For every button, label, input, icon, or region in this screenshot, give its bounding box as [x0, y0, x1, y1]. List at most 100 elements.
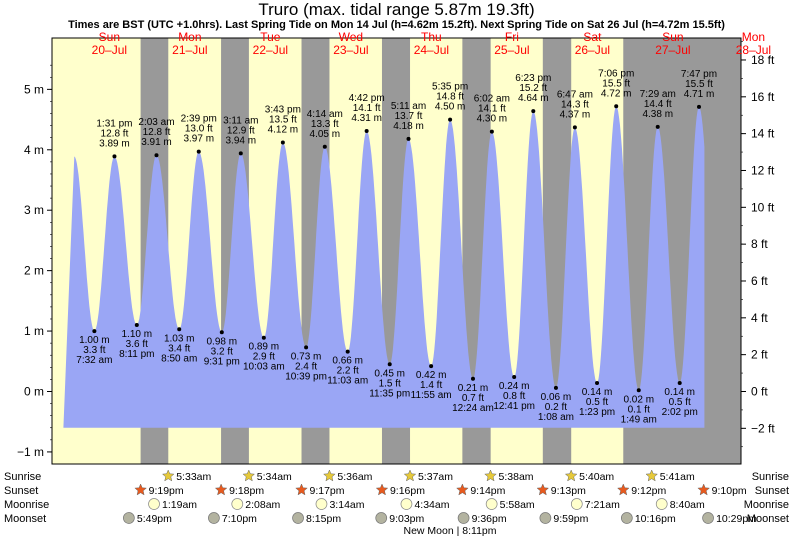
tide-label-m: 0.89 m [249, 342, 280, 353]
tide-point [470, 376, 475, 381]
sunrise-time: 5:37am [418, 471, 453, 483]
tide-label-ft: 0.1 ft [628, 404, 650, 415]
y-left-tick-label: 3 m [24, 203, 44, 217]
moonset-time: 10:16pm [635, 513, 676, 525]
moonrise-time: 7:21am [585, 499, 620, 511]
tide-label-m: 4.30 m [477, 114, 508, 125]
sunrise-time: 5:36am [337, 471, 372, 483]
tide-point [345, 349, 350, 354]
tide-label-m: 1.10 m [122, 329, 153, 340]
sunset-time: 9:13pm [551, 485, 586, 497]
tide-point [636, 388, 641, 393]
tide-point [322, 144, 327, 149]
moonset-time: 9:03pm [389, 513, 424, 525]
sunrise-icon [564, 469, 578, 482]
day-label-dow: Sun [662, 30, 683, 44]
moonrise-icon [400, 498, 413, 510]
tide-label-ft: 15.5 ft [685, 79, 713, 90]
tide-label-m: 1.03 m [164, 333, 195, 344]
sunrise-time: 5:40am [579, 471, 614, 483]
tide-point [280, 140, 285, 145]
tide-label-time: 12:24 am [452, 403, 494, 414]
tide-label-m: 4.31 m [351, 113, 382, 124]
tide-label-time: 12:41 pm [493, 401, 535, 412]
y-right-tick-label: 16 ft [751, 90, 775, 104]
tide-label-ft: 14.4 ft [644, 99, 672, 110]
tide-label-ft: 0.5 ft [669, 397, 691, 408]
tide-label-time: 1:49 am [621, 414, 657, 425]
tide-label-ft: 3.2 ft [211, 346, 233, 357]
tide-point [364, 129, 369, 134]
moonrise-icon [655, 498, 668, 510]
moonrise-time: 3:14am [329, 499, 364, 511]
tide-point [92, 329, 97, 334]
tide-label-ft: 1.4 ft [420, 380, 442, 391]
tide-label-m: 4.50 m [435, 102, 466, 113]
tide-point [512, 374, 517, 379]
tide-point [531, 109, 536, 114]
tide-label-time: 2:03 am [138, 117, 174, 128]
tide-label-ft: 2.2 ft [337, 366, 359, 377]
tide-label-time: 8:50 am [161, 353, 197, 364]
sunrise-icon [161, 469, 175, 482]
y-right-tick-label: 0 ft [751, 384, 768, 398]
row-label-right-moonrise: Moonrise [744, 499, 789, 511]
day-label-date: 22–Jul [253, 43, 288, 57]
day-label-date: 23–Jul [333, 43, 368, 57]
night-band [703, 38, 741, 464]
tide-label-ft: 14.8 ft [436, 92, 464, 103]
moonrise-icon [231, 498, 244, 510]
tide-point [655, 124, 660, 129]
tide-label-ft: 14.1 ft [353, 103, 381, 114]
tide-point [448, 117, 453, 122]
chart-subtitle: Times are BST (UTC +1.0hrs). Last Spring… [68, 19, 725, 31]
tide-label-ft: 0.2 ft [545, 402, 567, 413]
tide-label-m: 0.14 m [664, 387, 695, 398]
tide-label-ft: 0.5 ft [586, 397, 608, 408]
tide-label-m: 0.45 m [374, 368, 405, 379]
tide-label-ft: 0.8 ft [503, 391, 525, 402]
moonrise-icon [315, 498, 328, 510]
tide-label-time: 2:39 pm [181, 114, 217, 125]
sunset-time: 9:17pm [310, 485, 345, 497]
tide-label-time: 2:02 pm [662, 407, 698, 418]
sun-moon-rows: Sunrise Sunrise Sunset Sunset Moonrise Moonri… [4, 469, 789, 537]
tide-point [154, 153, 159, 158]
moonset-time: 8:15pm [306, 513, 341, 525]
tide-label-m: 4.71 m [684, 89, 715, 100]
y-right-tick-label: 6 ft [751, 274, 768, 288]
day-label-dow: Wed [339, 30, 363, 44]
moonset-icon [123, 512, 135, 524]
tide-label-ft: 1.5 ft [379, 378, 401, 389]
sunset-time: 9:18pm [229, 485, 264, 497]
y-right-tick-label: 4 ft [751, 311, 768, 325]
tide-label-time: 1:08 am [538, 412, 574, 423]
sunrise-icon [323, 469, 336, 482]
tide-label-time: 8:11 pm [119, 349, 154, 360]
moonset-time: 7:10pm [222, 513, 257, 525]
tide-label-ft: 14.3 ft [561, 99, 589, 110]
tide-label-time: 1:31 pm [96, 118, 132, 129]
tide-label-ft: 3.3 ft [83, 345, 105, 356]
tide-label-ft: 12.8 ft [101, 128, 129, 139]
y-left-tick-label: 5 m [24, 82, 44, 96]
moonset-time: 9:59pm [553, 513, 588, 525]
sunset-time: 9:16pm [390, 485, 425, 497]
sunset-time: 9:14pm [470, 485, 505, 497]
tide-label-m: 4.18 m [393, 121, 424, 132]
y-right-tick-label: 12 ft [751, 163, 775, 177]
tide-label-ft: 13.7 ft [395, 111, 423, 122]
tide-label-time: 4:14 am [307, 109, 343, 120]
tide-label-m: 0.24 m [499, 381, 530, 392]
tide-label-ft: 13.3 ft [311, 119, 339, 130]
tide-label-ft: 3.6 ft [126, 339, 148, 350]
tide-label-time: 7:06 pm [598, 68, 634, 79]
y-right-tick-label: 8 ft [751, 237, 768, 251]
sunset-icon [295, 483, 308, 496]
tide-label-ft: 15.5 ft [602, 78, 630, 89]
moonset-icon [457, 512, 470, 524]
tide-label-ft: 12.8 ft [143, 127, 171, 138]
moonset-icon [292, 512, 304, 524]
sunset-icon [697, 483, 711, 496]
moonrise-time: 8:40am [670, 499, 705, 511]
